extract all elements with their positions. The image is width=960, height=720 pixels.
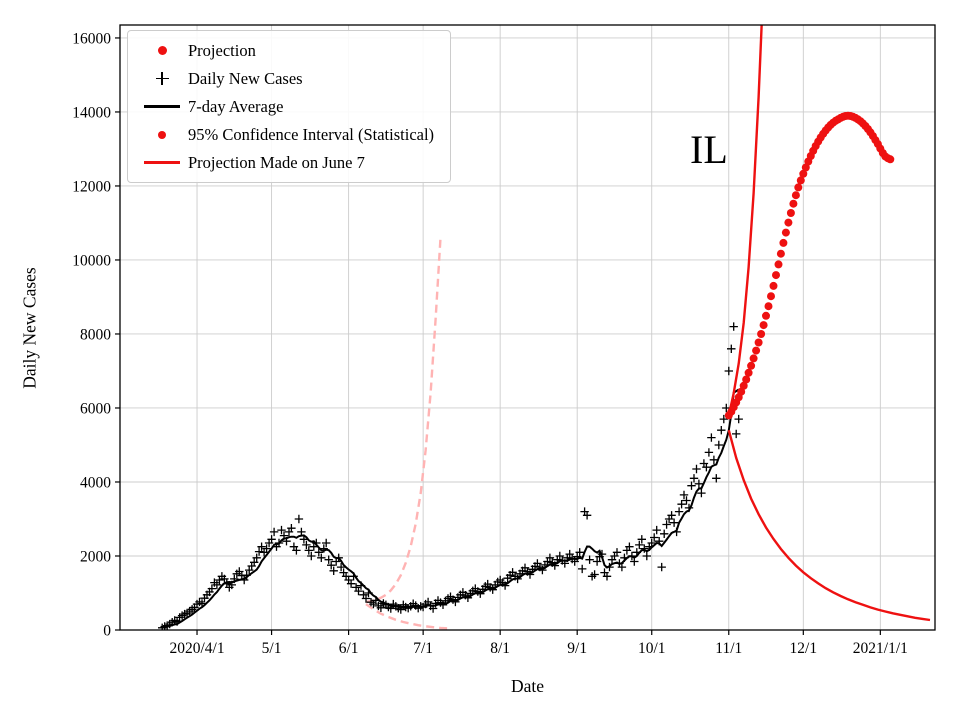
projection-data-point: [784, 218, 793, 227]
y-tick-label: 10000: [72, 252, 111, 269]
x-tick-label: 12/1: [790, 640, 818, 657]
projection-data-point: [779, 238, 788, 247]
x-tick-label: 7/1: [413, 640, 433, 657]
projection-data-point: [767, 292, 775, 301]
june-projection-upper-line: [365, 237, 442, 604]
legend-label: Projection: [188, 40, 256, 60]
x-tick-label: 2020/4/1: [169, 640, 224, 657]
ci-dot-marker-icon: [158, 130, 166, 139]
y-tick-label: 6000: [80, 400, 111, 417]
x-tick-label: 9/1: [567, 640, 587, 657]
projection-data-point: [796, 176, 805, 185]
y-tick-label: 14000: [72, 104, 111, 121]
projection-data-point: [769, 281, 778, 290]
y-tick-label: 4000: [80, 474, 111, 491]
projection-data-point: [801, 163, 810, 172]
projection-data-point: [774, 260, 783, 269]
legend-item-june-projection: Projection Made on June 7: [136, 152, 434, 173]
y-tick-label: 8000: [80, 326, 111, 343]
projection-data-point: [752, 346, 761, 355]
x-tick-label: 11/1: [715, 640, 742, 657]
legend-label: Daily New Cases: [188, 68, 303, 88]
plus-marker-icon: [155, 72, 169, 85]
x-tick-label: 2021/1/1: [853, 640, 908, 657]
projection-data-point: [764, 302, 773, 311]
state-label-annotation: IL: [690, 127, 728, 172]
seven-day-average-line: [161, 388, 740, 629]
projection-data-point: [747, 361, 756, 370]
projection-data-point: [776, 249, 785, 258]
series-layer: [158, 25, 931, 630]
tick-labels: 2020/4/1 5/1 6/1 7/1 8/1 9/1 10/1 11/1 12/1 2021/…: [72, 30, 908, 657]
projection-data-point: [781, 228, 790, 237]
projection-data-point: [759, 321, 768, 330]
projection-data-point: [886, 155, 895, 164]
red-line-marker-icon: [144, 161, 180, 164]
projection-data-point: [739, 381, 748, 390]
x-axis-title: Date: [510, 676, 545, 696]
projection-dot-marker-icon: [157, 46, 167, 55]
projection-data-point: [791, 191, 800, 200]
daily-cases-plus-markers: [158, 322, 743, 630]
axis-ticks: [115, 37, 881, 635]
plot-border: [119, 24, 936, 631]
june-projection-lower-line: [365, 603, 449, 630]
projection-data-point: [789, 199, 798, 208]
x-tick-label: 10/1: [638, 640, 666, 657]
legend-label: Projection Made on June 7: [188, 152, 365, 172]
legend-item-7-day-average: 7-day Average: [136, 96, 434, 117]
ci-upper-line: [727, 25, 763, 416]
projection-data-point: [757, 330, 766, 338]
projection-data-point: [749, 354, 758, 363]
y-tick-label: 2000: [80, 548, 111, 565]
projection-data-point: [772, 271, 780, 280]
projection-data-point: [799, 169, 808, 178]
y-tick-label: 16000: [72, 30, 111, 47]
projection-data-point: [794, 183, 803, 192]
y-tick-label: 0: [103, 623, 111, 640]
x-tick-label: 5/1: [262, 640, 282, 657]
y-axis-title: Daily New Cases: [19, 267, 40, 389]
x-tick-label: 8/1: [490, 640, 510, 657]
legend-item-confidence-interval: 95% Confidence Interval (Statistical): [136, 124, 434, 145]
legend: Projection Daily New Cases 7-day Average…: [127, 30, 452, 183]
legend-item-daily-new-cases: Daily New Cases: [136, 68, 434, 89]
projection-data-point: [786, 209, 795, 217]
y-tick-label: 12000: [72, 178, 111, 195]
legend-item-projection: Projection: [136, 40, 434, 61]
projection-data-point: [744, 368, 753, 377]
black-line-marker-icon: [144, 105, 180, 108]
ci-lower-line: [727, 429, 931, 622]
projection-data-point: [754, 338, 763, 347]
projection-data-point: [742, 375, 751, 384]
projection-data-point: [762, 311, 770, 320]
legend-label: 7-day Average: [188, 96, 284, 116]
projection-dots: [724, 111, 895, 420]
legend-label: 95% Confidence Interval (Statistical): [188, 124, 435, 144]
x-tick-label: 6/1: [339, 640, 359, 657]
